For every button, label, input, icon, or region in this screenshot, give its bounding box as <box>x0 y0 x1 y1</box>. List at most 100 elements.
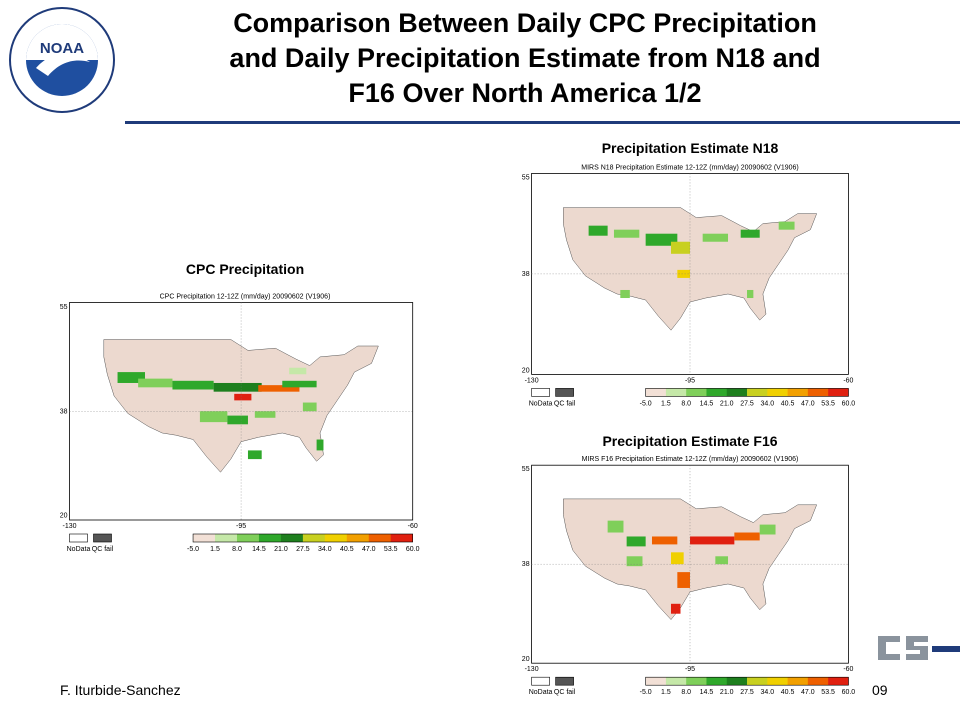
legend-scale-label: 21.0 <box>720 400 734 407</box>
land-area <box>563 498 818 620</box>
precip-cell <box>620 289 630 299</box>
legend-scale-label: 40.5 <box>340 546 354 553</box>
legend-scale-label: -5.0 <box>187 546 199 553</box>
legend-colorbar-frame <box>645 676 849 686</box>
legend-scale-label: 21.0 <box>274 546 288 553</box>
precip-cell <box>607 520 624 533</box>
legend-scale-label: 14.5 <box>700 400 714 407</box>
legend-scale-label: 27.5 <box>740 400 754 407</box>
lat-tick-label: 38 <box>60 408 68 415</box>
lat-tick-label: 38 <box>522 271 530 278</box>
legend-color-bin <box>645 677 667 686</box>
legend-color-bin <box>706 677 728 686</box>
precip-cell <box>677 269 690 278</box>
legend-color-bin <box>368 534 392 542</box>
footer-author: F. Iturbide-Sanchez <box>60 682 181 698</box>
legend-qcfail-label: QC fail <box>554 400 576 407</box>
legend-scale-label: 27.5 <box>740 689 754 696</box>
lon-tick-label: -130 <box>62 523 76 530</box>
legend-scale-label: 27.5 <box>296 546 310 553</box>
lon-tick-label: -130 <box>525 377 539 384</box>
precip-cell <box>670 603 681 614</box>
legend-color-bin <box>686 677 707 686</box>
legend-color-bin <box>828 677 849 686</box>
lon-tick-label: -95 <box>685 666 695 673</box>
precip-cell <box>670 552 684 565</box>
legend-color-bin <box>346 534 370 542</box>
precip-cell <box>702 233 729 242</box>
legend-scale-label: 14.5 <box>252 546 266 553</box>
legend-scale-label: 34.0 <box>318 546 332 553</box>
logo-text: NOAA <box>40 40 84 57</box>
legend-nodata-label: NoData <box>67 546 91 553</box>
lat-tick-label: 20 <box>60 513 68 520</box>
legend-scale-label: 60.0 <box>842 400 856 407</box>
precip-cell <box>715 556 729 565</box>
legend-color-bin <box>645 388 667 397</box>
title-divider <box>125 121 960 124</box>
legend-color-bin <box>787 388 809 397</box>
precip-cell <box>613 229 640 238</box>
noaa-logo: NOAA <box>9 7 115 113</box>
precip-cell <box>247 450 262 460</box>
legend-color-bin <box>807 388 829 397</box>
precip-cell <box>234 393 252 401</box>
legend-scale-label: 1.5 <box>661 689 671 696</box>
legend-scale-label: -5.0 <box>640 689 652 696</box>
legend-scale-label: 60.0 <box>406 546 420 553</box>
map-header: MIRS N18 Precipitation Estimate 12-12Z (… <box>581 164 799 171</box>
lat-tick-label: 20 <box>522 656 530 663</box>
lon-tick-label: -60 <box>843 377 853 384</box>
legend-color-bin <box>828 388 849 397</box>
precip-cell <box>690 536 735 545</box>
legend-nodata-swatch <box>531 676 550 686</box>
legend-color-bin <box>193 534 216 542</box>
precip-cell <box>734 532 760 541</box>
lat-tick-label: 38 <box>522 561 530 568</box>
precip-cell <box>645 233 678 246</box>
legend-scale-label: 40.5 <box>781 689 795 696</box>
land-area <box>103 339 379 473</box>
precip-cell <box>651 536 678 545</box>
precip-cell <box>677 572 690 588</box>
legend-qcfail-swatch <box>555 388 574 397</box>
legend-color-bin <box>807 677 829 686</box>
precip-cell <box>227 415 248 425</box>
footer-page-number: 09 <box>872 682 888 698</box>
map-header: CPC Precipitation 12-12Z (mm/day) 200906… <box>160 294 331 301</box>
legend-color-bin <box>215 534 238 542</box>
lon-tick-label: -95 <box>685 377 695 384</box>
precip-cell <box>138 378 173 388</box>
legend-scale-label: 1.5 <box>210 546 220 553</box>
precip-cell <box>117 372 146 383</box>
legend-color-bin <box>686 388 707 397</box>
legend-nodata-swatch <box>69 533 88 543</box>
legend-scale-label: 47.0 <box>362 546 376 553</box>
legend-nodata-label: NoData <box>529 400 553 407</box>
precip-cell <box>282 380 317 388</box>
legend-color-bin <box>665 388 687 397</box>
legend-qcfail-swatch <box>93 533 112 543</box>
legend-scale-label: 8.0 <box>681 689 691 696</box>
legend-scale-label: 8.0 <box>681 400 691 407</box>
lon-tick-label: -60 <box>408 523 418 530</box>
precip-cell <box>254 411 276 418</box>
precip-cell <box>302 402 317 412</box>
legend-color-bin <box>706 388 728 397</box>
legend-color-bin <box>324 534 348 542</box>
precip-cell <box>172 380 214 390</box>
precip-cell <box>747 289 754 299</box>
legend-scale-label: 8.0 <box>232 546 242 553</box>
precip-cell <box>316 439 324 451</box>
precip-cell <box>588 225 608 236</box>
map-header: MIRS F16 Precipitation Estimate 12-12Z (… <box>582 456 799 463</box>
legend-color-bin <box>726 388 748 397</box>
legend-scale-label: 40.5 <box>781 400 795 407</box>
cpc-panel-title: CPC Precipitation <box>185 261 305 277</box>
legend-color-bin <box>747 677 768 686</box>
legend-qcfail-label: QC fail <box>554 689 576 696</box>
lon-tick-label: -130 <box>525 666 539 673</box>
legend-scale-label: 53.5 <box>821 689 835 696</box>
precip-cell <box>670 241 690 254</box>
precip-cell <box>258 385 300 392</box>
